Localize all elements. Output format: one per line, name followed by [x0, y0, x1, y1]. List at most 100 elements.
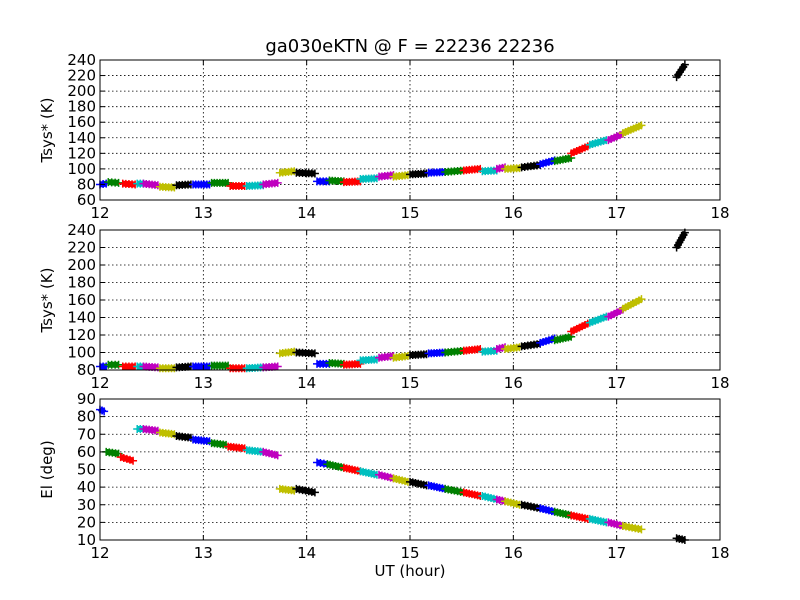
x-axis-label: UT (hour)	[375, 562, 446, 580]
x-tick-label: 18	[710, 204, 729, 222]
x-tick-label: 14	[297, 544, 316, 562]
series-segment	[104, 360, 123, 369]
series-segment	[618, 295, 646, 313]
y-tick-label: 120	[67, 144, 96, 162]
data-point	[310, 169, 319, 178]
x-tick-label: 12	[90, 204, 109, 222]
y-tick-label: 120	[67, 326, 96, 344]
series-segment	[492, 163, 510, 173]
series-segment	[104, 178, 123, 187]
x-tick-label: 16	[504, 544, 523, 562]
data-point	[114, 178, 123, 187]
series-segment	[375, 352, 398, 362]
data-point	[273, 178, 282, 187]
y-axis-label: Tsys* (K)	[38, 98, 56, 164]
data-point	[129, 456, 138, 465]
x-tick-label: 13	[194, 544, 213, 562]
data-point	[637, 525, 646, 534]
y-axis-label: Tsys* (K)	[38, 268, 56, 334]
series-segment	[389, 171, 412, 181]
series-segment	[672, 228, 689, 252]
y-tick-label: 70	[77, 425, 96, 443]
y-axis-label: El (deg)	[38, 440, 56, 498]
y-tick-label: 30	[77, 496, 96, 514]
y-tick-label: 160	[67, 291, 96, 309]
series-segment	[517, 161, 545, 172]
y-tick-label: 80	[77, 361, 96, 379]
series-segment	[207, 361, 233, 370]
y-tick-label: 10	[77, 531, 96, 549]
series-segment	[259, 447, 282, 460]
x-tick-label: 16	[504, 204, 523, 222]
series-segment	[406, 477, 431, 490]
series-segment	[356, 174, 381, 183]
data-point	[114, 360, 123, 369]
y-tick-label: 100	[67, 160, 96, 178]
y-tick-label: 100	[67, 344, 96, 362]
y-tick-label: 240	[67, 221, 96, 239]
x-tick-label: 14	[297, 374, 316, 392]
data-point	[273, 362, 282, 371]
series-segment	[585, 312, 611, 327]
y-tick-label: 160	[67, 113, 96, 131]
series-segment	[501, 343, 524, 353]
y-tick-label: 220	[67, 67, 96, 85]
y-tick-label: 90	[77, 390, 96, 408]
data-point	[273, 451, 282, 460]
y-tick-label: 140	[67, 309, 96, 327]
series-segment	[155, 182, 179, 192]
series-segment	[292, 348, 319, 358]
x-tick-label: 14	[297, 204, 316, 222]
x-tick-label: 17	[607, 204, 626, 222]
series-segment	[356, 355, 381, 365]
series-segment	[118, 179, 140, 189]
series-segment	[116, 453, 138, 465]
y-tick-label: 220	[67, 239, 96, 257]
y-tick-label: 60	[77, 443, 96, 461]
series-segment	[292, 484, 319, 497]
y-tick-label: 200	[67, 256, 96, 274]
series-segment	[292, 168, 319, 178]
series-segment	[501, 164, 524, 173]
series-segment	[226, 182, 249, 190]
series-segment	[155, 364, 179, 373]
x-tick-label: 13	[194, 374, 213, 392]
series-segment	[406, 350, 431, 360]
x-tick-label: 15	[400, 544, 419, 562]
series-segment	[567, 319, 592, 336]
chart-panels: 12 13 14 15 16 17 1860801001201401601802002202…	[38, 51, 730, 580]
series-segment	[618, 121, 646, 138]
y-tick-label: 140	[67, 129, 96, 147]
y-tick-label: 80	[77, 408, 96, 426]
y-tick-label: 20	[77, 513, 96, 531]
y-tick-label: 240	[67, 51, 96, 69]
series-segment	[517, 339, 545, 351]
data-point	[680, 60, 689, 69]
y-tick-label: 50	[77, 461, 96, 479]
series-segment	[550, 154, 576, 166]
series-segment	[275, 347, 299, 358]
y-tick-label: 40	[77, 478, 96, 496]
series-segment	[459, 345, 485, 355]
series-segment	[189, 180, 214, 189]
data-point	[637, 295, 646, 304]
series-segment	[155, 428, 179, 439]
series-segment	[585, 514, 611, 527]
series-segment	[189, 362, 214, 371]
x-tick-label: 18	[710, 374, 729, 392]
series-segment	[406, 169, 431, 179]
series-segment	[139, 179, 162, 190]
data-point	[310, 488, 319, 497]
x-tick-label: 17	[607, 374, 626, 392]
x-tick-label: 15	[400, 374, 419, 392]
x-tick-label: 12	[90, 544, 109, 562]
panel-2: 12 13 14 15 16 17 18 80100120140160180200220240…	[38, 221, 730, 392]
series-segment	[356, 467, 381, 479]
x-tick-label: 17	[607, 544, 626, 562]
data-point	[100, 407, 109, 416]
y-tick-label: 80	[77, 175, 96, 193]
x-tick-label: 13	[194, 204, 213, 222]
chart-title: ga030eKTN @ F = 22236 22236	[265, 36, 554, 57]
